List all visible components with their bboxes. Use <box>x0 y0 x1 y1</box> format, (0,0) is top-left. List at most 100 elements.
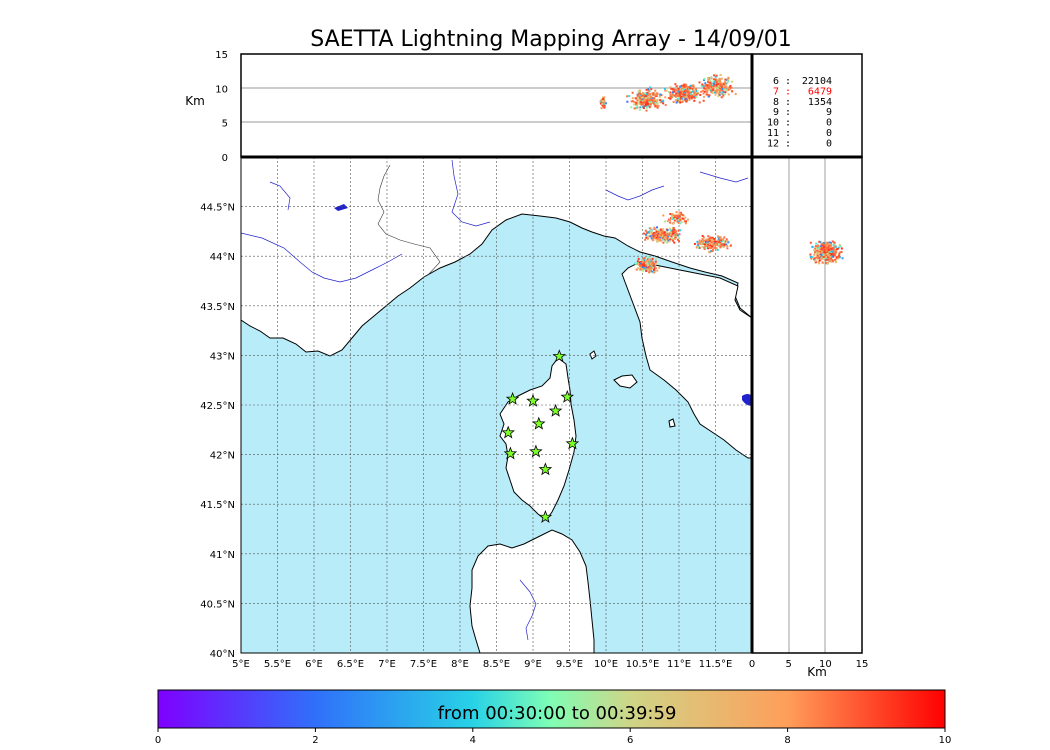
altitude-point <box>649 105 652 108</box>
altitude-point <box>649 95 652 98</box>
altitude-point <box>638 96 641 99</box>
lightning-point <box>724 240 727 243</box>
station-count-n: 9 <box>773 107 779 118</box>
altitude-point <box>713 74 716 77</box>
altitude-point <box>674 83 677 86</box>
altitude-point <box>636 104 639 107</box>
lightning-point <box>711 250 714 253</box>
altitude-point <box>695 91 698 94</box>
lightning-point <box>684 222 687 225</box>
lightning-point <box>708 250 711 253</box>
altitude-point <box>716 83 719 86</box>
altitude-point <box>677 100 680 103</box>
lightning-point <box>723 243 726 246</box>
altitude-point <box>672 94 675 97</box>
altitude-point <box>671 91 674 94</box>
altitude-point <box>714 75 717 78</box>
sardinia-island <box>469 529 595 653</box>
lightning-point <box>647 231 650 234</box>
station-count-sep: : <box>785 97 791 108</box>
side-point <box>829 249 832 252</box>
lightning-point <box>654 260 657 263</box>
lightning-point <box>660 235 663 238</box>
side-point <box>828 253 831 256</box>
station-count-sep: : <box>785 107 791 118</box>
side-point <box>816 250 819 253</box>
lightning-point <box>698 239 701 242</box>
altitude-tick-label: 15 <box>215 50 228 61</box>
altitude-point <box>673 94 676 97</box>
altitude-point <box>705 93 708 96</box>
altitude-point <box>602 98 605 101</box>
side-point <box>819 241 822 244</box>
altitude-point <box>718 82 721 85</box>
station-count-value: 6479 <box>808 86 832 97</box>
station-count-sep: : <box>785 128 791 139</box>
lake <box>334 204 348 211</box>
lightning-point <box>645 269 648 272</box>
altitude-point <box>717 82 720 85</box>
altitude-point <box>649 103 652 106</box>
lightning-point <box>666 241 669 244</box>
lightning-point <box>651 266 654 269</box>
lightning-point <box>708 242 711 245</box>
lightning-point <box>644 266 647 269</box>
lightning-point <box>699 242 702 245</box>
side-point <box>822 244 825 247</box>
side-point <box>828 254 831 257</box>
altitude-point <box>713 89 716 92</box>
lightning-point <box>648 267 651 270</box>
lightning-point <box>672 222 675 225</box>
lightning-point <box>679 211 682 214</box>
altitude-point <box>647 90 650 93</box>
altitude-point <box>648 99 651 102</box>
altitude-point <box>717 78 720 81</box>
side-point <box>838 244 841 247</box>
side-point <box>821 253 824 256</box>
altitude-point <box>715 74 718 77</box>
altitude-point <box>688 97 691 100</box>
colorbar-tick-label: 4 <box>470 735 476 746</box>
lightning-point <box>681 214 684 217</box>
country-border <box>377 164 441 278</box>
altitude-point <box>603 96 606 99</box>
side-point <box>824 247 827 250</box>
lightning-point <box>725 238 728 241</box>
station-count-n: 11 <box>767 128 779 139</box>
altitude-point <box>713 82 716 85</box>
altitude-point <box>672 90 675 93</box>
altitude-point <box>631 100 634 103</box>
station-star <box>565 436 580 450</box>
lightning-point <box>663 232 666 235</box>
altitude-point <box>654 105 657 108</box>
altitude-point <box>722 91 725 94</box>
lightning-point <box>648 263 651 266</box>
side-point <box>816 251 819 254</box>
lightning-point <box>670 234 673 237</box>
altitude-point <box>716 79 719 82</box>
altitude-point <box>645 96 648 99</box>
lightning-point <box>648 265 651 268</box>
altitude-point <box>638 108 641 111</box>
lat-tick-label: 41°N <box>210 550 235 561</box>
altitude-point <box>638 90 641 93</box>
altitude-point <box>690 94 693 97</box>
altitude-point <box>688 94 691 97</box>
altitude-point <box>631 91 634 94</box>
lightning-point <box>710 244 713 247</box>
altitude-point <box>647 99 650 102</box>
side-point <box>823 251 826 254</box>
side-point <box>820 248 823 251</box>
side-panel-bg <box>752 157 862 653</box>
side-point <box>829 255 832 258</box>
lightning-point <box>651 233 654 236</box>
lightning-point <box>726 247 729 250</box>
lightning-point <box>666 229 669 232</box>
altitude-point <box>710 76 713 79</box>
lightning-point <box>639 266 642 269</box>
altitude-point <box>685 85 688 88</box>
river <box>451 159 491 227</box>
altitude-point <box>707 87 710 90</box>
altitude-point <box>721 95 724 98</box>
side-point <box>837 246 840 249</box>
